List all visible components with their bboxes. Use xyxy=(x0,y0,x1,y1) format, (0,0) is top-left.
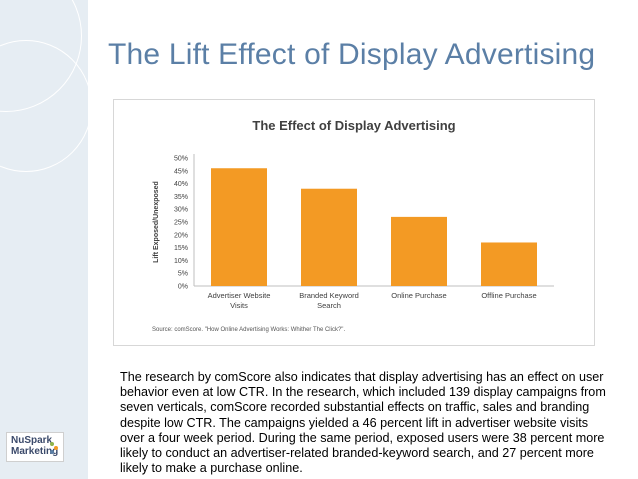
x-category-label: Online Purchase xyxy=(391,291,446,300)
y-tick-label: 20% xyxy=(174,232,188,239)
y-tick-label: 10% xyxy=(174,258,188,265)
bar xyxy=(391,216,447,286)
y-tick-label: 5% xyxy=(178,271,188,278)
bar xyxy=(211,168,267,286)
body-paragraph: The research by comScore also indicates … xyxy=(120,370,606,476)
slide-title: The Lift Effect of Display Advertising xyxy=(108,38,596,71)
bar-chart: 0% 5% 10% 15% 20% 25% 30% 35% 40% 45% 50% Lift Expo… xyxy=(153,154,554,310)
y-tick-label: 50% xyxy=(174,156,188,163)
y-tick-label: 40% xyxy=(174,181,188,188)
nuspark-logo: NuSpark Marketing xyxy=(6,432,64,462)
chart-container: The Effect of Display Advertising 0% 5% 10… xyxy=(114,100,594,345)
chart-title: The Effect of Display Advertising xyxy=(252,118,456,133)
y-tick-label: 0% xyxy=(178,284,188,291)
logo-mark-icon xyxy=(50,442,58,454)
x-category-label: Branded Keyword xyxy=(299,291,359,300)
y-tick-label: 35% xyxy=(174,194,188,201)
decorative-side-panel xyxy=(0,0,88,479)
x-category-label: Advertiser Website xyxy=(208,291,271,300)
y-tick-label: 15% xyxy=(174,245,188,252)
bar xyxy=(301,188,357,286)
chart-source: Source: comScore. "How Online Advertisin… xyxy=(152,327,346,333)
y-axis-title: Lift Exposed/Unexposed xyxy=(153,181,160,263)
logo-text: NuSpark Marketing xyxy=(11,435,58,457)
logo-line-2: Marketing xyxy=(11,446,59,457)
bar xyxy=(481,242,537,286)
x-category-label: Visits xyxy=(230,301,248,310)
x-category-label: Offline Purchase xyxy=(481,291,536,300)
y-tick-label: 30% xyxy=(174,207,188,214)
logo-line-1: NuSpark xyxy=(11,435,53,446)
y-tick-label: 45% xyxy=(174,168,188,175)
y-tick-label: 25% xyxy=(174,220,188,227)
x-category-label: Search xyxy=(317,301,341,310)
